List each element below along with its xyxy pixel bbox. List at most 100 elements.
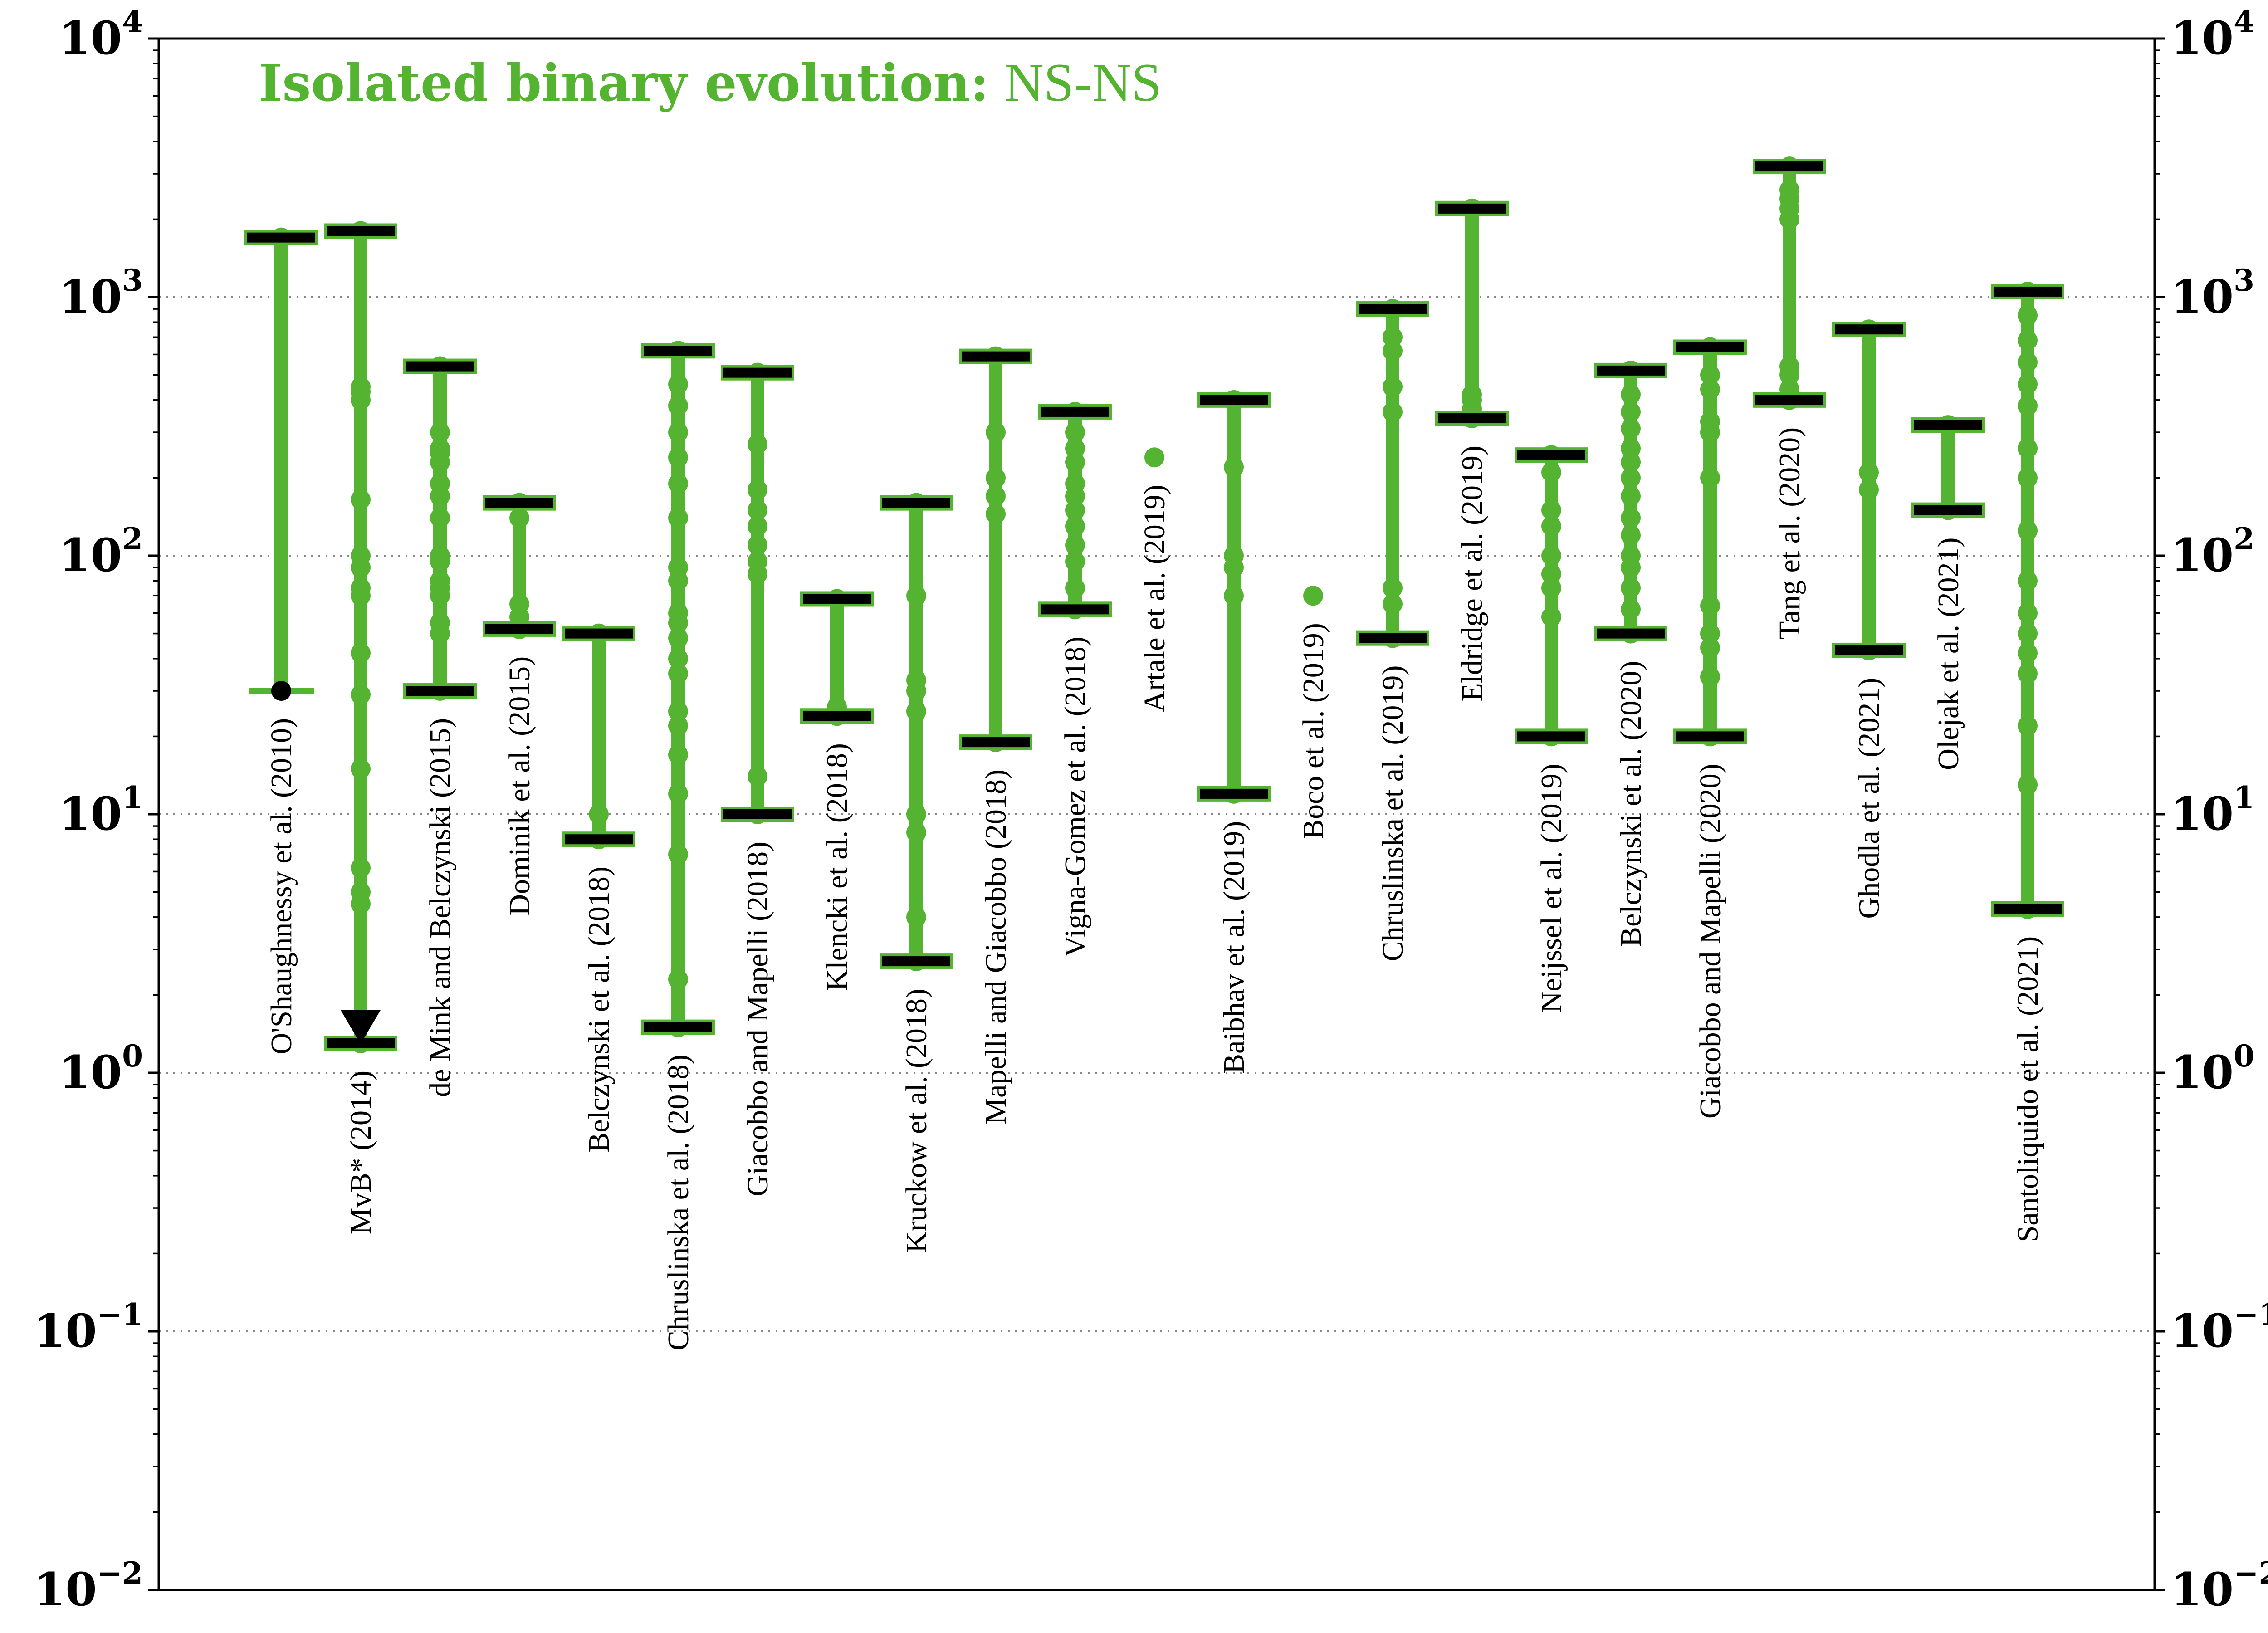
data-point — [1621, 468, 1641, 488]
lower-cap — [641, 1019, 715, 1035]
upper-cap — [562, 626, 635, 641]
study-group — [1991, 281, 2064, 919]
data-point — [986, 486, 1006, 506]
study-group — [1911, 415, 1985, 520]
data-point — [1700, 596, 1720, 616]
y-tick-base: 10 — [2170, 528, 2234, 582]
upper-cap — [1753, 159, 1826, 175]
data-point — [2018, 571, 2038, 591]
y-tick-label-right: 104 — [2170, 4, 2254, 65]
study-label: Kruckow et al. (2018) — [900, 988, 933, 1253]
upper-cap — [1356, 301, 1429, 317]
y-tick-exponent: 3 — [2234, 263, 2254, 298]
study-group — [1515, 445, 1588, 747]
data-point — [668, 701, 688, 722]
lower-cap — [1832, 642, 1906, 658]
data-point — [509, 594, 529, 614]
y-tick-label-right: 100 — [2170, 1038, 2254, 1099]
data-point — [1859, 479, 1879, 500]
data-point — [1065, 474, 1085, 494]
upper-cap — [1594, 362, 1667, 378]
upper-cap — [483, 495, 556, 511]
data-point — [1779, 356, 1799, 376]
study-label: Klencki et al. (2018) — [821, 743, 854, 991]
lower-cap — [1197, 786, 1271, 802]
lower-cap — [1435, 411, 1509, 426]
upper-cap — [641, 343, 715, 359]
y-tick-base: 10 — [2170, 1046, 2234, 1099]
upper-cap — [880, 495, 953, 511]
data-point — [1065, 516, 1085, 537]
lower-cap — [1356, 630, 1429, 646]
data-point — [1621, 546, 1641, 566]
data-point — [668, 648, 688, 669]
study-label: de Mink and Belczynski (2015) — [424, 718, 457, 1097]
data-point — [351, 684, 371, 705]
data-point — [351, 643, 371, 663]
data-point — [668, 628, 688, 648]
study-label: Neijssel et al. (2019) — [1535, 763, 1568, 1013]
data-point — [430, 546, 450, 566]
data-point — [668, 447, 688, 468]
data-point — [1224, 546, 1244, 566]
data-point — [1621, 486, 1641, 506]
data-point — [589, 804, 609, 824]
y-tick-base: 10 — [59, 270, 122, 323]
y-tick-label-right: 103 — [2170, 263, 2254, 323]
y-tick-base: 10 — [34, 1563, 97, 1616]
data-point — [1700, 365, 1720, 385]
study-group — [1038, 401, 1112, 620]
data-point — [2018, 775, 2038, 795]
data-point — [509, 508, 529, 528]
data-point — [906, 586, 926, 606]
data-point — [668, 744, 688, 765]
upper-cap — [1991, 284, 2064, 299]
study-label: Ghodla et al. (2021) — [1853, 678, 1886, 919]
data-point — [2018, 396, 2038, 416]
y-tick-base: 10 — [2170, 1563, 2234, 1616]
study-group — [562, 623, 635, 850]
data-point — [351, 578, 371, 598]
upper-limit-triangle — [341, 1010, 381, 1044]
data-point — [748, 479, 767, 500]
data-point — [2018, 374, 2038, 395]
data-point — [906, 670, 926, 690]
data-point — [1303, 586, 1323, 606]
data-point — [351, 489, 371, 510]
data-point — [2018, 663, 2038, 684]
data-point — [1700, 638, 1720, 658]
y-tick-label-left: 101 — [59, 780, 143, 841]
study-label: Chruslinska et al. (2019) — [1376, 665, 1409, 962]
data-point — [1383, 578, 1403, 598]
data-point — [1621, 599, 1641, 620]
study-group — [1303, 586, 1323, 606]
upper-cap — [800, 591, 874, 607]
y-tick-base: 10 — [59, 528, 122, 582]
study-group — [1753, 156, 1826, 410]
upper-cap — [1197, 392, 1271, 408]
data-point — [1224, 586, 1244, 606]
study-label: Vigna-Gomez et al. (2018) — [1059, 636, 1092, 957]
data-point — [1700, 468, 1720, 488]
y-tick-labels: 10−210−210−110−1100100101101102102103103… — [34, 4, 2268, 1616]
lower-cap — [1911, 502, 1985, 518]
data-point — [1621, 401, 1641, 422]
data-point — [1383, 401, 1403, 422]
y-tick-base: 10 — [2170, 1304, 2234, 1358]
data-point — [1621, 384, 1641, 405]
data-point — [2018, 468, 2038, 488]
data-point — [748, 551, 767, 572]
lower-cap — [483, 621, 556, 637]
data-point — [430, 571, 450, 591]
lower-cap-dot — [271, 681, 291, 701]
upper-cap — [1435, 200, 1509, 216]
data-point — [430, 422, 450, 443]
data-point — [668, 783, 688, 804]
data-point — [1541, 546, 1561, 566]
data-point — [748, 535, 767, 555]
study-label: Artale et al. (2019) — [1138, 484, 1171, 712]
y-tick-base: 10 — [2170, 787, 2234, 841]
data-point — [2018, 520, 2038, 541]
data-point — [668, 508, 688, 528]
